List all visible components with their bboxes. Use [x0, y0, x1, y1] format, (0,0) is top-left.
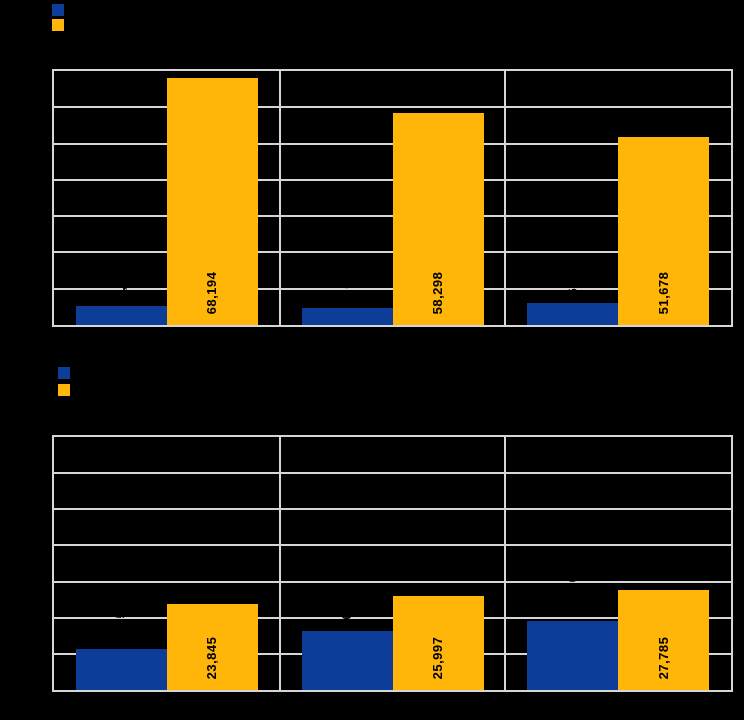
bar-value-label-orange-series-group-2: 25,997 — [430, 636, 445, 680]
bar-value-label-blue-series-group-2: 16,350 — [339, 584, 354, 628]
bar-value-label-blue-series-group-1: 11,250 — [113, 603, 129, 646]
legend-swatch-orange-series — [58, 384, 70, 396]
bar-orange-series-group-3 — [618, 589, 710, 690]
bar-orange-series-group-2 — [392, 596, 484, 690]
gridline — [54, 472, 731, 475]
bar-value-label-blue-series-group-3: 19,050 — [564, 574, 580, 618]
chart-2-plot: 11,250 23,845 16,350 25,997 19,050 27,785 — [52, 435, 733, 692]
gridline — [54, 544, 731, 547]
bar-value-label-blue-series-group-2: 4,600 — [339, 265, 354, 301]
legend-swatch-orange-series — [52, 19, 64, 31]
legend-item-orange-series — [52, 19, 70, 31]
gridline — [54, 508, 731, 511]
gridline — [54, 106, 731, 109]
bar-orange-series-group-1 — [166, 603, 258, 690]
bar-blue-series-group-3 — [527, 621, 619, 690]
legend-swatch-blue-series — [52, 4, 64, 16]
chart-1-plot: 5,200 68,194 4,600 58,298 6,000 51,678 — [52, 69, 733, 327]
bar-value-label-orange-series-group-1: 68,194 — [204, 271, 220, 315]
gridline — [54, 580, 731, 583]
legend-item-orange-series — [58, 384, 76, 396]
bar-blue-series-group-2 — [301, 630, 393, 690]
bar-value-label-orange-series-group-3: 51,678 — [655, 271, 671, 315]
legend-item-blue-series — [52, 4, 70, 16]
category-divider — [278, 71, 281, 325]
bar-value-label-blue-series-group-1: 5,200 — [113, 263, 129, 299]
bar-orange-series-group-2 — [392, 113, 484, 325]
legend-swatch-blue-series — [58, 367, 70, 379]
bar-value-label-orange-series-group-2: 58,298 — [430, 271, 445, 315]
bar-blue-series-group-2 — [301, 308, 393, 325]
bar-value-label-blue-series-group-3: 6,000 — [564, 260, 580, 296]
bar-orange-series-group-1 — [166, 77, 258, 325]
bar-value-label-orange-series-group-1: 23,845 — [204, 636, 220, 680]
bar-blue-series-group-3 — [527, 303, 619, 325]
bar-blue-series-group-1 — [75, 649, 167, 690]
category-divider — [504, 71, 507, 325]
bar-blue-series-group-1 — [75, 306, 167, 325]
category-divider — [504, 437, 507, 690]
legend-item-blue-series — [58, 367, 76, 379]
bar-value-label-orange-series-group-3: 27,785 — [655, 636, 671, 680]
bar-orange-series-group-3 — [618, 137, 710, 325]
category-divider — [278, 437, 281, 690]
